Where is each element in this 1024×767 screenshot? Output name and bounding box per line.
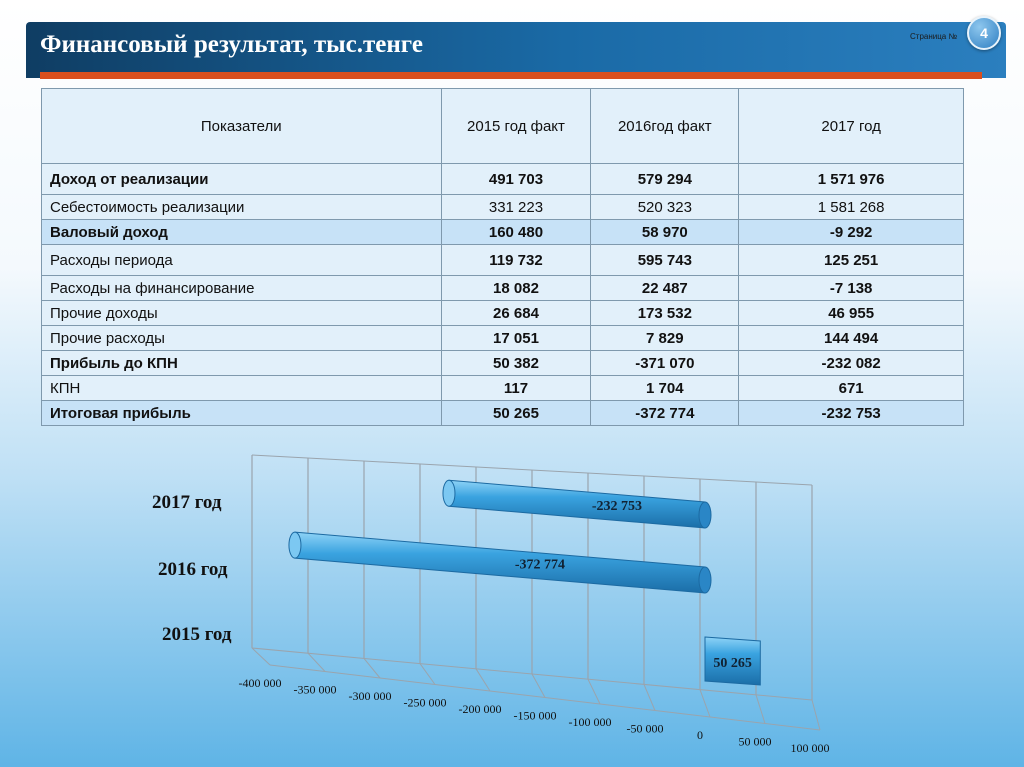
cell-value: 7 829	[590, 325, 740, 351]
tick-label: -300 000	[349, 689, 392, 703]
chart-floor-line	[419, 663, 436, 685]
table-row: Прибыль до КПН 50 382 -371 070 -232 082	[41, 350, 964, 376]
chart-bar-cap	[698, 566, 712, 594]
title-underline	[40, 72, 982, 79]
column-header: 2015 год факт	[440, 88, 592, 164]
table-row: Прочие доходы 26 684 173 532 46 955	[41, 300, 964, 326]
cell-value: 579 294	[590, 163, 740, 195]
cell-value: 1 581 268	[738, 194, 964, 220]
chart-floor-line	[475, 668, 491, 692]
table-header-row: Показатели 2015 год факт 2016год факт 20…	[41, 88, 964, 164]
chart-bar-cap	[698, 501, 712, 529]
cell-value: 117	[440, 375, 592, 401]
cell-value: 331 223	[440, 194, 592, 220]
cell-value: 160 480	[440, 219, 592, 245]
chart-floor-line	[251, 647, 271, 666]
cell-value: 1 571 976	[738, 163, 964, 195]
category-label: 2016 год	[158, 559, 228, 580]
chart-bar-cap	[442, 479, 456, 507]
chart-category-labels: 2015 год 2016 год 2017 год	[152, 492, 232, 645]
chart-floor-line	[307, 652, 326, 672]
chart-floor-line	[587, 678, 601, 705]
financial-table: Показатели 2015 год факт 2016год факт 20…	[41, 88, 964, 426]
chart-floor-line	[531, 673, 546, 698]
row-label: Прибыль до КПН	[41, 350, 442, 376]
cell-value: -232 082	[738, 350, 964, 376]
column-header: 2016год факт	[590, 88, 740, 164]
row-label: Валовый доход	[41, 219, 442, 245]
tick-label: -150 000	[514, 709, 557, 723]
tick-label: 0	[697, 728, 703, 742]
tick-label: -350 000	[294, 683, 337, 697]
tick-label: 50 000	[739, 735, 772, 749]
tick-label: -200 000	[459, 702, 502, 716]
chart-floor-line	[643, 684, 656, 711]
cell-value: -371 070	[590, 350, 740, 376]
chart-bars: 50 265 -372 774 -232 753	[288, 479, 761, 686]
page-number-label: Страница №	[910, 32, 958, 41]
tick-label: -100 000	[569, 715, 612, 729]
tick-label: -250 000	[404, 696, 447, 710]
tick-label: -50 000	[627, 722, 664, 736]
chart-tick-labels: -400 000 -350 000 -300 000 -250 000 -200 000…	[239, 676, 830, 755]
category-label: 2015 год	[162, 624, 232, 645]
row-label: Прочие доходы	[41, 300, 442, 326]
tick-label: -400 000	[239, 676, 282, 690]
category-label: 2017 год	[152, 492, 222, 513]
cell-value: 22 487	[590, 275, 740, 301]
table-row: КПН 117 1 704 671	[41, 375, 964, 401]
chart-top-edge	[251, 454, 813, 486]
tick-label: 100 000	[791, 741, 830, 755]
header-bar	[26, 22, 1006, 78]
bar-2016 год: -372 774	[288, 531, 712, 594]
cell-value: 595 743	[590, 244, 740, 276]
table-row: Итоговая прибыль 50 265 -372 774 -232 75…	[41, 400, 964, 426]
cell-value: 50 265	[440, 400, 592, 426]
chart-bar	[704, 636, 761, 686]
cell-value: 46 955	[738, 300, 964, 326]
page-number-badge: 4	[967, 16, 1001, 50]
cell-value: -232 753	[738, 400, 964, 426]
chart-bar	[448, 479, 706, 529]
cell-value: 26 684	[440, 300, 592, 326]
chart-floor-line	[755, 694, 766, 724]
cell-value: 125 251	[738, 244, 964, 276]
table-row: Доход от реализации 491 703 579 294 1 57…	[41, 163, 964, 195]
page-title: Финансовый результат, тыс.тенге	[40, 31, 423, 58]
cell-value: -9 292	[738, 219, 964, 245]
chart-floor-line	[811, 699, 821, 731]
bar-2017 год: -232 753	[442, 479, 712, 529]
chart-floor-line	[699, 689, 711, 718]
row-label: Итоговая прибыль	[41, 400, 442, 426]
chart-back-edge	[251, 647, 813, 701]
column-header: Показатели	[41, 88, 442, 164]
cell-value: -372 774	[590, 400, 740, 426]
cell-value: 520 323	[590, 194, 740, 220]
cell-value: 1 704	[590, 375, 740, 401]
data-label: -232 753	[592, 499, 642, 514]
chart-bar-cap	[288, 531, 302, 559]
cell-value: 17 051	[440, 325, 592, 351]
data-label: -372 774	[515, 558, 565, 573]
bar-2015 год: 50 265	[704, 636, 761, 686]
data-label: 50 265	[713, 656, 752, 671]
chart-floor-line	[363, 658, 381, 679]
table-row: Валовый доход 160 480 58 970 -9 292	[41, 219, 964, 245]
column-header: 2017 год	[738, 88, 964, 164]
chart-floor-edge	[269, 664, 821, 731]
table-row: Себестоимость реализации 331 223 520 323…	[41, 194, 964, 220]
